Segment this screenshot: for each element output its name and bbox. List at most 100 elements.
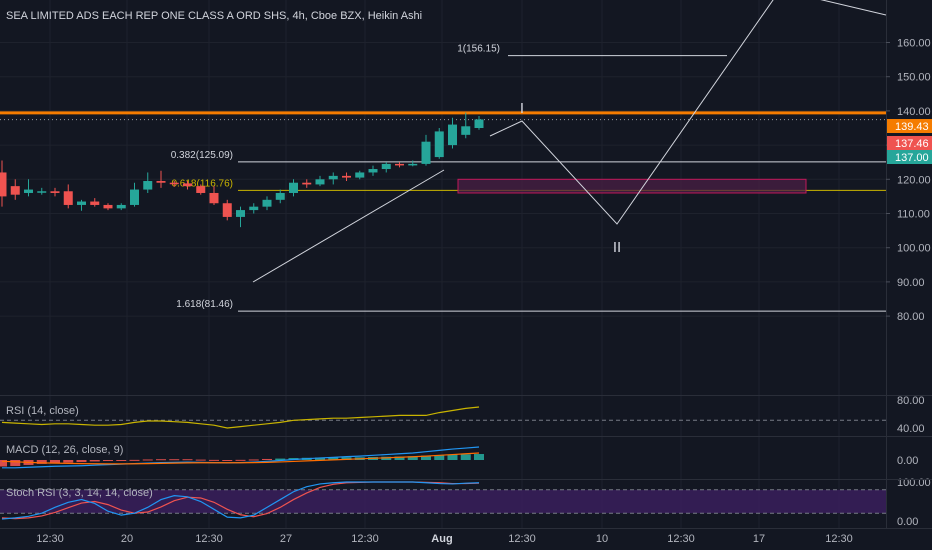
candle[interactable] <box>50 187 60 197</box>
time-axis-label: 12:30 <box>195 533 223 545</box>
candle[interactable] <box>77 199 86 211</box>
candle-body <box>103 204 113 209</box>
time-axis[interactable]: 12:30 20 12:30 27 12:30 Aug 12:30 10 12:30 17 12:3… <box>0 529 932 550</box>
candle-body <box>236 210 245 217</box>
macd-histogram-bar <box>328 457 339 460</box>
price-badge-bg <box>887 150 932 164</box>
candle[interactable] <box>143 172 153 193</box>
candle[interactable] <box>289 179 298 197</box>
price-badge[interactable]: 137.00 <box>887 150 932 164</box>
candle[interactable] <box>368 165 378 176</box>
candle[interactable] <box>474 116 484 130</box>
macd-histogram-bar <box>63 460 74 463</box>
candle[interactable] <box>103 203 113 211</box>
candle[interactable] <box>183 181 192 190</box>
macd-histogram-bar <box>394 456 405 460</box>
rsi-pane[interactable]: 80.00 40.00 <box>0 395 925 435</box>
time-axis-label: Aug <box>431 533 452 545</box>
price-axis-tick-label: 100.00 <box>897 243 931 255</box>
candle[interactable] <box>342 172 351 182</box>
macd-histogram-bar <box>341 457 352 460</box>
stoch-k-line[interactable] <box>1 481 480 520</box>
candle[interactable] <box>275 189 285 204</box>
candle[interactable] <box>63 184 73 209</box>
candle[interactable] <box>448 117 457 149</box>
candle[interactable] <box>24 179 33 197</box>
macd-pane[interactable]: 0.00 <box>0 446 918 469</box>
time-axis-label: 20 <box>121 533 133 545</box>
price-badge[interactable]: 139.43 <box>887 119 932 133</box>
fib-level-label: 1(156.15) <box>457 44 500 55</box>
macd-axis-label: 0.00 <box>897 455 918 467</box>
stoch-rsi-pane[interactable]: 100.00 0.00 <box>0 477 931 528</box>
candle-body <box>342 175 351 178</box>
candle[interactable] <box>156 170 166 188</box>
time-axis-label: 12:30 <box>825 533 853 545</box>
price-axis-tick-label: 80.00 <box>897 311 925 323</box>
stoch-band <box>0 489 886 514</box>
candle[interactable] <box>90 198 100 207</box>
price-badge[interactable]: 137.46 <box>887 136 932 150</box>
macd-histogram-bar <box>76 460 87 463</box>
main-price-pane[interactable]: 1(156.15) 0.382(125.09) 0.618(116.76) 1.618… <box>0 0 887 312</box>
time-axis-bg <box>0 529 932 550</box>
candle[interactable] <box>421 134 431 166</box>
macd-histogram-bar <box>447 454 458 460</box>
candle[interactable] <box>10 179 20 200</box>
candle[interactable] <box>0 160 7 207</box>
macd-signal-line[interactable] <box>1 452 480 465</box>
trend-line[interactable] <box>252 169 445 283</box>
candle[interactable] <box>262 196 272 211</box>
macd-histogram-bar <box>10 460 21 466</box>
support-zone[interactable] <box>457 178 807 194</box>
candle[interactable] <box>249 203 259 214</box>
candle-body <box>116 204 126 209</box>
wave-projection-path[interactable] <box>489 0 887 225</box>
candle-body <box>315 179 325 185</box>
candle[interactable] <box>381 162 391 173</box>
rsi-axis-label: 40.00 <box>897 423 925 435</box>
stoch-rsi-pane-title: Stoch RSI (3, 3, 14, 14, close) <box>6 487 153 499</box>
time-axis-label: 27 <box>280 533 292 545</box>
candle-body <box>328 175 338 180</box>
candle[interactable] <box>116 203 126 211</box>
chart-title: SEA LIMITED ADS EACH REP ONE CLASS A ORD… <box>6 10 422 22</box>
price-badge-bg <box>887 136 932 150</box>
candle[interactable] <box>461 112 471 139</box>
candle-body <box>262 199 272 207</box>
candle[interactable] <box>395 162 404 168</box>
macd-histogram-bar <box>248 459 259 461</box>
candle[interactable] <box>302 179 312 188</box>
grid <box>0 0 886 530</box>
time-axis-label: 12:30 <box>667 533 695 545</box>
candle[interactable] <box>355 170 365 180</box>
candle[interactable] <box>209 186 219 205</box>
candle[interactable] <box>196 184 206 195</box>
candle[interactable] <box>130 182 139 207</box>
wave-label-i: I <box>520 100 524 117</box>
candle-body <box>381 163 391 170</box>
rsi-line[interactable] <box>1 406 480 429</box>
time-axis-label: 17 <box>753 533 765 545</box>
macd-histogram-bar <box>315 457 325 460</box>
price-axis[interactable]: 160.00150.00140.00130.00120.00110.00100.… <box>886 0 932 550</box>
macd-histogram-bar <box>275 458 286 460</box>
price-axis-tick-label: 110.00 <box>897 209 930 221</box>
macd-histogram-bar <box>36 460 47 464</box>
candle-body <box>368 169 378 173</box>
candle[interactable] <box>315 175 325 187</box>
price-badge-text: 137.46 <box>895 138 929 150</box>
candle[interactable] <box>222 199 232 221</box>
candle-body <box>77 201 86 205</box>
candle[interactable] <box>169 181 179 187</box>
candle-body <box>143 181 153 190</box>
candle[interactable] <box>434 128 444 159</box>
candle[interactable] <box>37 187 47 195</box>
candle[interactable] <box>408 160 418 167</box>
stoch-axis-label: 0.00 <box>897 516 918 528</box>
price-axis-tick-label: 120.00 <box>897 174 931 186</box>
candle[interactable] <box>236 206 245 228</box>
macd-histogram-bar <box>195 459 206 461</box>
candle[interactable] <box>328 172 338 185</box>
